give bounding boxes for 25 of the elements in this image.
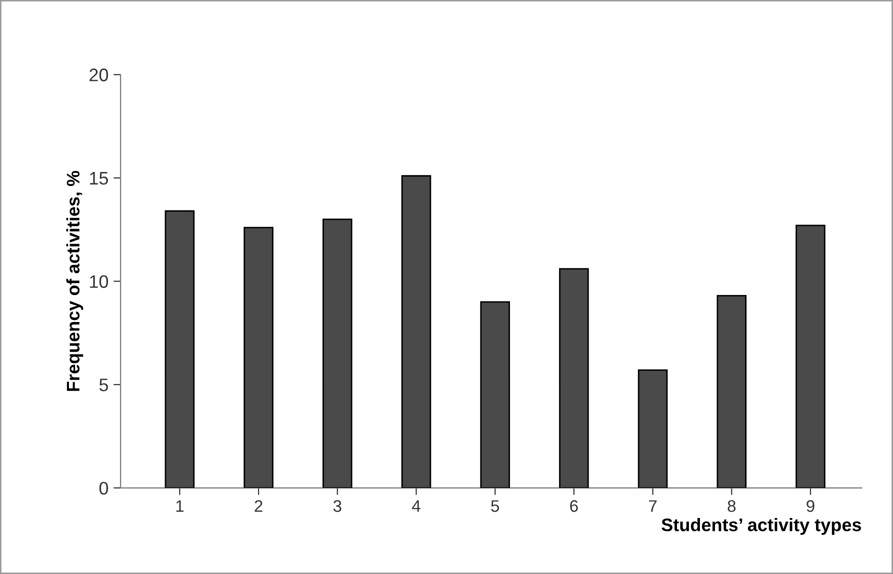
x-tick-label: 3 <box>333 500 342 512</box>
x-tick-label: 9 <box>806 500 814 512</box>
bar <box>480 301 510 488</box>
y-tick-label: 20 <box>90 68 108 82</box>
bar <box>716 295 747 488</box>
bar <box>796 224 826 488</box>
x-tick-label: 7 <box>649 500 657 512</box>
y-tick-label: 10 <box>90 275 108 288</box>
bar <box>244 226 274 488</box>
y-tick-label: 0 <box>99 482 108 495</box>
x-tick-label: 2 <box>254 500 262 512</box>
x-tick-label: 4 <box>412 500 420 512</box>
x-tick-label: 8 <box>728 500 736 512</box>
x-tick-label: 6 <box>570 500 578 512</box>
y-tick-label: 5 <box>99 378 108 392</box>
x-tick-label: 1 <box>176 500 184 512</box>
bar <box>322 218 352 488</box>
bar <box>164 210 195 488</box>
bar <box>638 369 668 488</box>
y-tick-label: 15 <box>90 172 108 185</box>
bar <box>401 175 432 488</box>
x-tick-label: 5 <box>491 500 500 512</box>
x-axis-title: Students’ activity types <box>662 518 862 535</box>
bar <box>559 268 589 488</box>
y-axis-title: Frequency of activities, % <box>66 170 84 391</box>
